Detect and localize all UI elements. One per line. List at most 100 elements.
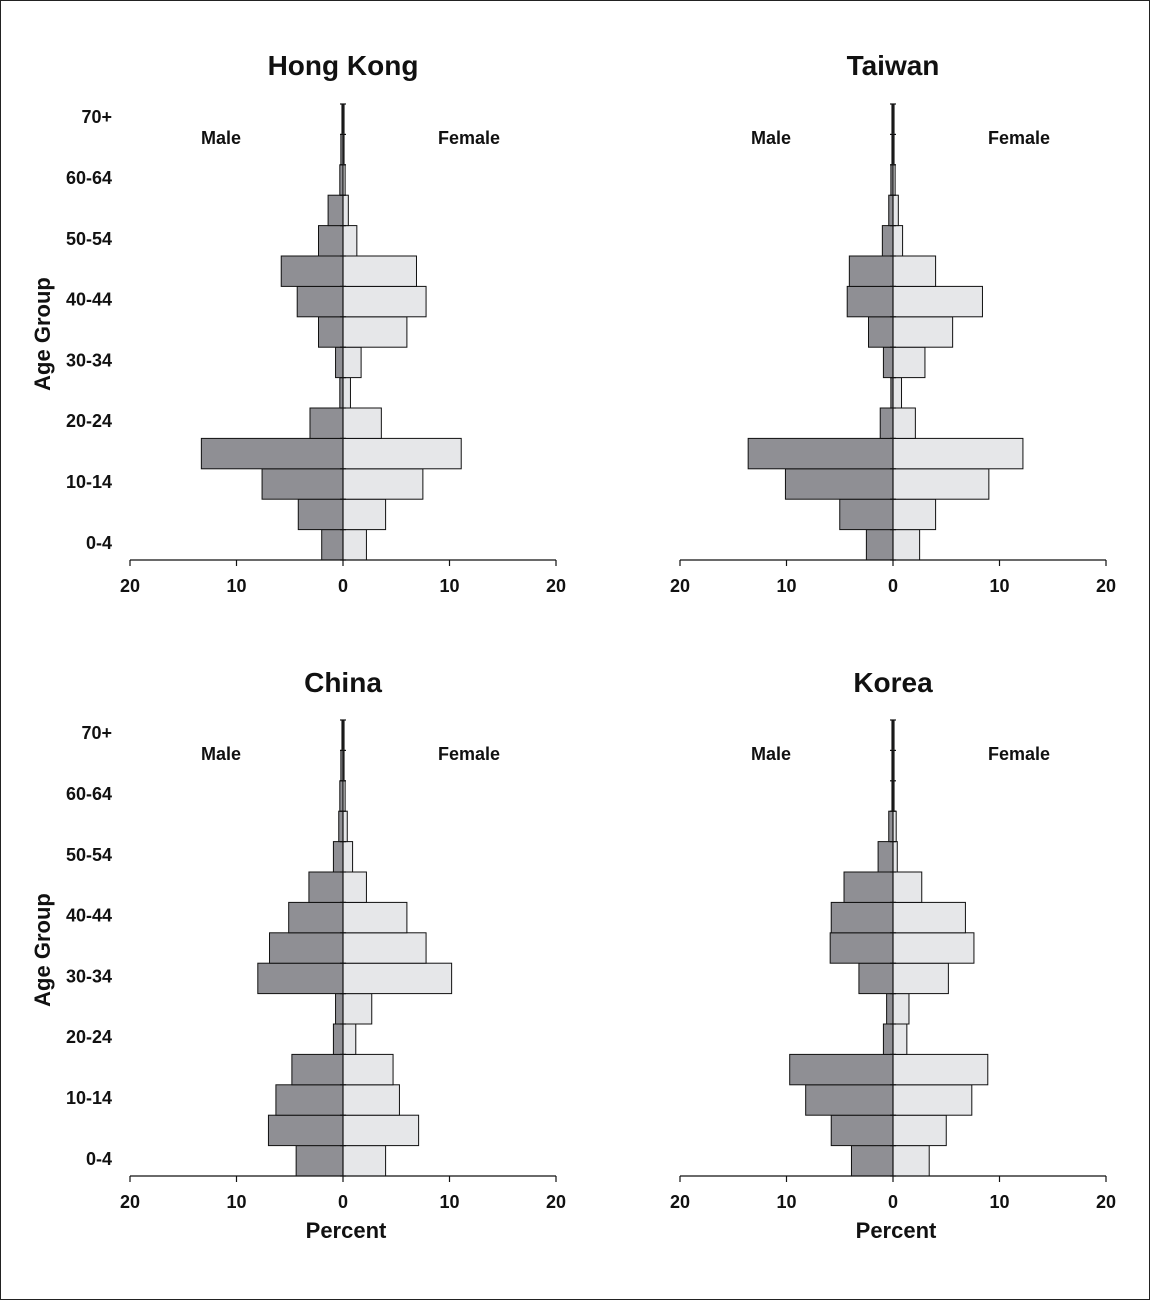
y-tick-label: 0-4 <box>86 533 112 553</box>
x-tick-label: 20 <box>546 1192 566 1212</box>
x-tick-label: 10 <box>776 576 796 596</box>
female-bar <box>342 932 427 964</box>
y-tick-label: 10-14 <box>66 1088 112 1108</box>
male-bar <box>829 932 894 964</box>
male-bar <box>784 468 894 500</box>
x-axis-label: Percent <box>856 1218 937 1243</box>
male-bar <box>318 316 344 348</box>
x-tick-label: 10 <box>989 576 1009 596</box>
female-label: Female <box>438 744 500 764</box>
x-tick-label: 20 <box>120 1192 140 1212</box>
female-bar <box>892 498 937 531</box>
female-bar <box>342 841 354 873</box>
female-bar <box>342 285 427 318</box>
male-bar <box>288 901 344 934</box>
female-bar <box>342 194 349 227</box>
female-bar <box>342 1053 394 1086</box>
female-bar <box>342 871 367 903</box>
x-tick-label: 20 <box>546 576 566 596</box>
male-bar <box>321 529 344 561</box>
male-bar <box>877 841 894 873</box>
female-bar <box>892 255 937 287</box>
female-bar <box>892 993 910 1025</box>
y-tick-label: 50-54 <box>66 845 112 865</box>
female-bar <box>342 407 382 439</box>
male-bar <box>888 194 894 227</box>
y-tick-label: 30-34 <box>66 350 112 370</box>
female-bar <box>342 1023 357 1055</box>
y-tick-label: 20-24 <box>66 411 112 431</box>
male-bar <box>308 871 344 903</box>
male-bar <box>830 901 894 934</box>
male-label: Male <box>751 128 791 148</box>
female-bar <box>342 377 351 409</box>
x-tick-label: 10 <box>226 576 246 596</box>
y-tick-label: 40-44 <box>66 290 112 310</box>
female-bar <box>342 346 362 379</box>
x-tick-label: 0 <box>888 576 898 596</box>
y-tick-label: 60-64 <box>66 168 112 188</box>
x-tick-label: 0 <box>888 1192 898 1212</box>
x-tick-label: 20 <box>670 576 690 596</box>
male-bar <box>280 255 344 287</box>
male-bar <box>332 841 344 873</box>
x-tick-label: 10 <box>439 576 459 596</box>
female-bar <box>892 194 899 227</box>
x-tick-label: 20 <box>120 576 140 596</box>
female-bar <box>892 1114 947 1147</box>
female-bar <box>342 498 387 531</box>
male-bar <box>275 1084 344 1116</box>
female-bar <box>892 529 921 561</box>
pyramid-panel-taiwan: Taiwan 20 10 0 10 20 Male Female <box>670 50 1116 596</box>
female-bar <box>342 1114 420 1147</box>
x-tick-label: 20 <box>670 1192 690 1212</box>
male-bar <box>888 810 894 843</box>
pyramid-panel-hong-kong: Hong Kong 20 10 0 10 20 Male Female 0-4 10-14 20-2… <box>30 50 566 596</box>
y-tick-label: 30-34 <box>66 966 112 986</box>
y-axis-label: Age Group <box>30 277 55 391</box>
male-bar <box>843 871 894 903</box>
male-bar <box>858 962 894 995</box>
male-bar <box>267 1114 344 1147</box>
male-bar <box>269 932 344 964</box>
female-bar <box>892 962 949 995</box>
male-bar <box>338 810 344 843</box>
male-bar <box>865 529 894 561</box>
male-bar <box>846 285 894 318</box>
x-tick-label: 0 <box>338 1192 348 1212</box>
female-bar <box>892 285 983 318</box>
y-tick-label: 50-54 <box>66 229 112 249</box>
male-bar <box>296 285 344 318</box>
pyramid-panel-china: China 20 10 0 10 20 Male Female 0-4 10-14 20-24 30-… <box>30 667 566 1243</box>
male-bar <box>868 316 894 348</box>
female-label: Female <box>988 128 1050 148</box>
panel-title: China <box>304 667 382 698</box>
pyramid-panel-korea: Korea 20 10 0 10 20 Male Female Percent <box>670 667 1116 1243</box>
female-bar <box>892 932 975 964</box>
female-bar <box>892 1023 908 1055</box>
male-bar <box>318 225 344 257</box>
male-bar <box>848 255 894 287</box>
male-bar <box>805 1084 894 1116</box>
panel-title: Taiwan <box>847 50 940 81</box>
x-tick-label: 10 <box>439 1192 459 1212</box>
y-tick-label: 10-14 <box>66 472 112 492</box>
male-bar <box>327 194 344 227</box>
male-bar <box>335 993 344 1025</box>
panel-title: Korea <box>853 667 933 698</box>
y-tick-label: 20-24 <box>66 1027 112 1047</box>
female-bar <box>342 810 348 843</box>
male-bar <box>886 993 894 1025</box>
male-bar <box>881 225 894 257</box>
male-bar <box>297 498 344 531</box>
x-tick-label: 0 <box>338 576 348 596</box>
x-tick-label: 10 <box>776 1192 796 1212</box>
male-bar <box>200 437 344 470</box>
female-bar <box>892 225 904 257</box>
female-bar <box>342 529 367 561</box>
female-label: Female <box>438 128 500 148</box>
female-bar <box>892 901 966 934</box>
female-bar <box>342 1084 400 1116</box>
female-bar <box>342 225 358 257</box>
